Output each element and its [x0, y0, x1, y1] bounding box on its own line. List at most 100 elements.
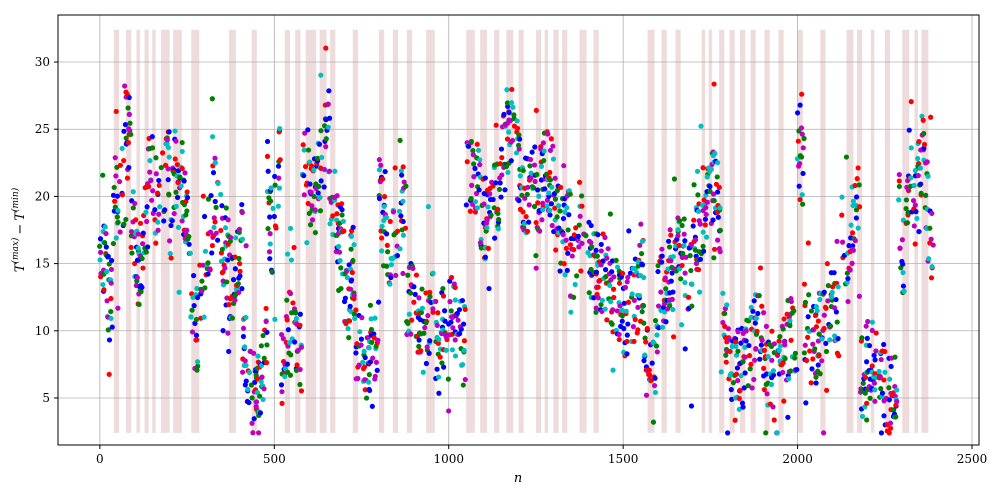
- data-point: [474, 205, 480, 211]
- data-point: [814, 308, 820, 314]
- data-point: [671, 176, 678, 182]
- data-point: [843, 154, 850, 160]
- data-point: [649, 360, 655, 366]
- data-point: [514, 125, 521, 132]
- data-point: [591, 295, 597, 301]
- data-point: [788, 298, 794, 305]
- data-point: [461, 338, 467, 344]
- data-point: [459, 297, 466, 304]
- data-point: [156, 182, 162, 188]
- data-point: [595, 284, 601, 290]
- data-point: [823, 348, 830, 355]
- data-point: [102, 224, 108, 230]
- data-point: [692, 237, 699, 243]
- data-point: [688, 403, 695, 409]
- data-point: [405, 320, 411, 327]
- data-point: [369, 339, 375, 346]
- data-point: [831, 270, 837, 276]
- shaded-band: [846, 29, 854, 433]
- data-point: [305, 200, 311, 207]
- data-point: [792, 355, 798, 361]
- data-point: [527, 156, 534, 163]
- data-point: [348, 233, 355, 239]
- data-point: [416, 337, 422, 343]
- data-point: [452, 297, 458, 303]
- data-point: [124, 175, 131, 181]
- data-point: [576, 222, 582, 228]
- data-point: [249, 395, 255, 401]
- data-point: [243, 378, 249, 384]
- data-point: [609, 321, 615, 327]
- data-point: [255, 353, 261, 359]
- data-point: [742, 370, 748, 376]
- data-point: [239, 201, 245, 208]
- data-point: [799, 91, 805, 97]
- data-point: [367, 359, 374, 365]
- y-tick-label: 25: [35, 122, 50, 136]
- data-point: [872, 357, 878, 363]
- shaded-band: [191, 29, 200, 433]
- data-point: [162, 207, 168, 213]
- data-point: [284, 317, 290, 323]
- data-point: [136, 301, 142, 308]
- data-point: [287, 372, 294, 378]
- data-point: [533, 265, 539, 271]
- data-point: [736, 406, 742, 412]
- data-point: [695, 267, 702, 273]
- data-point: [468, 196, 474, 202]
- data-point: [694, 168, 701, 174]
- data-point: [210, 170, 217, 176]
- data-point: [735, 329, 741, 335]
- data-point: [611, 294, 617, 301]
- data-point: [121, 221, 127, 227]
- data-point: [834, 238, 840, 244]
- data-point: [504, 100, 511, 106]
- data-point: [687, 253, 693, 259]
- data-point: [641, 320, 647, 326]
- data-point: [318, 72, 324, 78]
- data-point: [807, 348, 813, 354]
- data-point: [736, 395, 742, 402]
- data-point: [371, 331, 377, 337]
- data-point: [768, 381, 775, 388]
- y-axis-label-sup-1: (max): [10, 237, 21, 263]
- data-point: [239, 236, 246, 242]
- data-point: [771, 417, 777, 423]
- data-point: [722, 310, 728, 317]
- data-point: [140, 241, 146, 247]
- y-tick-label: 5: [42, 391, 50, 405]
- data-point: [848, 222, 854, 228]
- data-point: [782, 342, 788, 348]
- data-point: [786, 376, 792, 382]
- data-point: [200, 193, 206, 199]
- data-point: [416, 343, 422, 349]
- data-point: [165, 166, 171, 172]
- data-point: [485, 204, 491, 210]
- data-point: [373, 359, 380, 365]
- data-point: [788, 337, 794, 343]
- data-point: [475, 147, 482, 153]
- data-point: [201, 314, 207, 320]
- data-point: [392, 165, 398, 171]
- data-point: [337, 258, 343, 264]
- data-point: [298, 344, 305, 350]
- data-point: [745, 383, 751, 389]
- data-point: [571, 294, 577, 300]
- data-point: [393, 272, 399, 279]
- data-point: [425, 313, 431, 319]
- data-point: [174, 194, 181, 201]
- data-point: [911, 223, 917, 229]
- data-point: [652, 318, 659, 324]
- data-point: [352, 315, 358, 322]
- data-point: [670, 253, 676, 260]
- data-point: [179, 148, 185, 155]
- data-point: [338, 265, 344, 271]
- data-point: [912, 167, 918, 174]
- data-point: [484, 217, 490, 223]
- data-point: [531, 203, 538, 210]
- data-point: [441, 308, 448, 314]
- data-point: [119, 145, 125, 152]
- data-point: [727, 348, 733, 355]
- data-point: [707, 188, 713, 194]
- data-point: [682, 238, 688, 244]
